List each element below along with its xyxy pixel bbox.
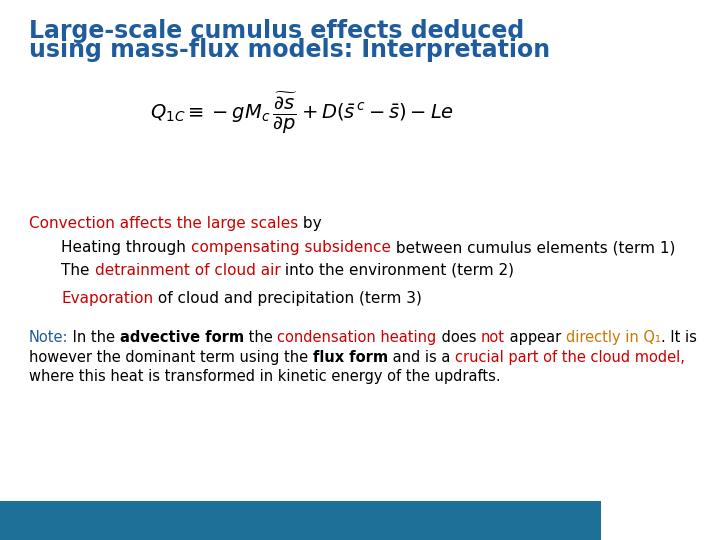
Text: Large-scale cumulus effects deduced: Large-scale cumulus effects deduced bbox=[29, 19, 524, 43]
Text: In the: In the bbox=[68, 330, 120, 346]
Text: $Q_{1C} \equiv -gM_c\,\dfrac{\widetilde{\partial s}}{\partial p} + D(\bar{s}^{\,: $Q_{1C} \equiv -gM_c\,\dfrac{\widetilde{… bbox=[150, 91, 454, 136]
Text: of cloud and precipitation (term 3): of cloud and precipitation (term 3) bbox=[153, 291, 422, 306]
Text: Slide 14: Slide 14 bbox=[457, 514, 505, 527]
Text: Note:: Note: bbox=[29, 330, 68, 346]
Text: The: The bbox=[61, 263, 94, 278]
Text: the: the bbox=[244, 330, 277, 346]
Text: . It is: . It is bbox=[660, 330, 696, 346]
Text: Heating through: Heating through bbox=[61, 240, 191, 255]
Text: directly in Q: directly in Q bbox=[566, 330, 654, 346]
Text: compensating subsidence: compensating subsidence bbox=[191, 240, 391, 255]
Text: ECMWF: ECMWF bbox=[642, 513, 705, 528]
Text: into the environment (term 2): into the environment (term 2) bbox=[280, 263, 514, 278]
Text: and is a: and is a bbox=[387, 350, 454, 365]
Text: however the dominant term using the: however the dominant term using the bbox=[29, 350, 312, 365]
Text: ₁: ₁ bbox=[654, 330, 660, 346]
Text: appear: appear bbox=[505, 330, 566, 346]
Text: by: by bbox=[298, 216, 322, 231]
Text: Convection affects the large scales: Convection affects the large scales bbox=[29, 216, 298, 231]
Text: NWP Training Course Convection II: The IFS scheme: NWP Training Course Convection II: The I… bbox=[29, 514, 333, 527]
Text: not: not bbox=[481, 330, 505, 346]
Text: flux form: flux form bbox=[312, 350, 387, 365]
Text: detrainment of cloud air: detrainment of cloud air bbox=[94, 263, 280, 278]
Text: Evaporation: Evaporation bbox=[61, 291, 153, 306]
Text: between cumulus elements (term 1): between cumulus elements (term 1) bbox=[391, 240, 675, 255]
Text: crucial part of the cloud model,: crucial part of the cloud model, bbox=[454, 350, 685, 365]
Text: does: does bbox=[436, 330, 481, 346]
Text: where this heat is transformed in kinetic energy of the updrafts.: where this heat is transformed in kineti… bbox=[29, 369, 500, 384]
Text: using mass-flux models: Interpretation: using mass-flux models: Interpretation bbox=[29, 38, 550, 62]
Text: ◉◉: ◉◉ bbox=[623, 514, 644, 527]
Text: advective form: advective form bbox=[120, 330, 244, 346]
Text: condensation heating: condensation heating bbox=[277, 330, 436, 346]
